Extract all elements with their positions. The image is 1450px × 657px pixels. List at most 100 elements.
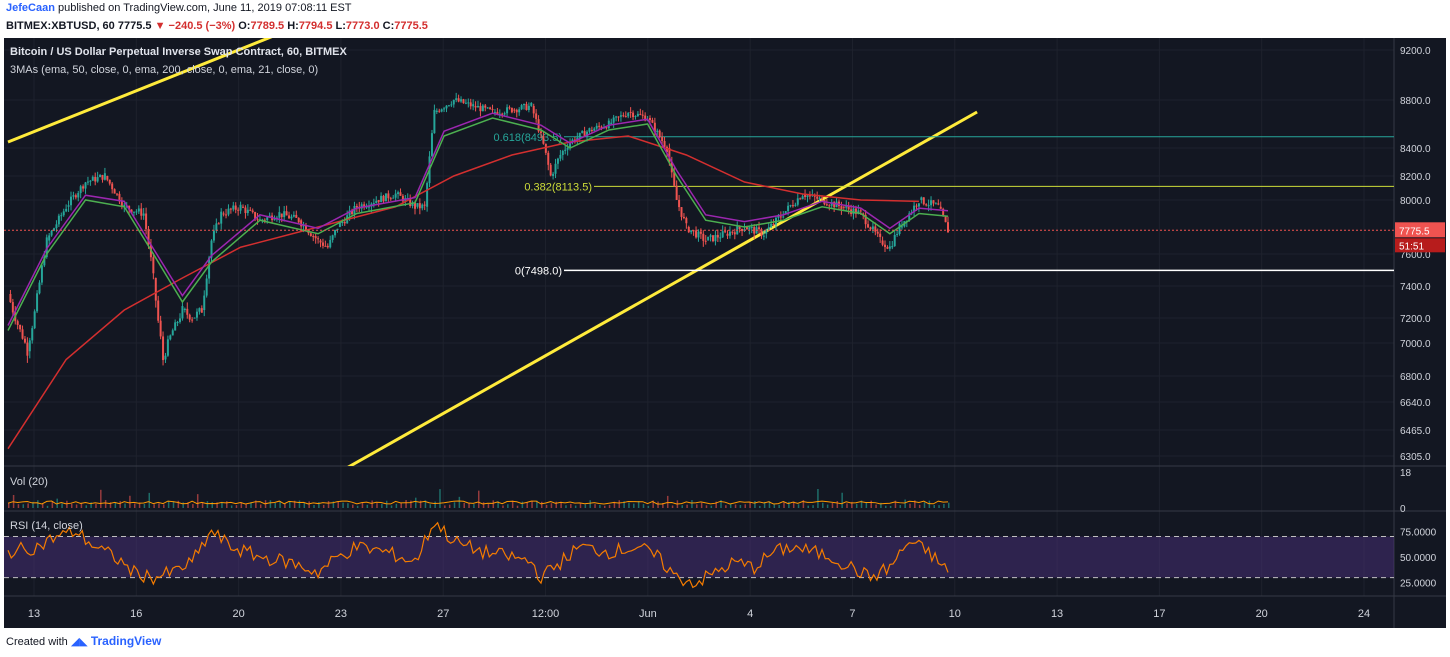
candle-body — [888, 246, 891, 249]
candle-body — [619, 115, 622, 117]
volume-bar — [308, 501, 310, 508]
candle-body — [663, 141, 666, 147]
volume-bar — [691, 500, 693, 508]
volume-bar — [410, 500, 412, 508]
candle-body — [132, 211, 135, 213]
candle-body — [169, 335, 172, 340]
candle-body — [220, 211, 223, 224]
candle-body — [731, 231, 734, 233]
candle-body — [215, 223, 218, 231]
candle-body — [484, 105, 487, 108]
candle-body — [639, 113, 642, 115]
price-chart[interactable]: 13 16 20 23 27 12:00 Jun 4 7 10 13 17 20 24 9200.0 8800… — [4, 38, 1446, 628]
candle-body — [833, 202, 836, 208]
candle-body — [72, 195, 75, 197]
chart-area[interactable]: 13 16 20 23 27 12:00 Jun 4 7 10 13 17 20 24 9200.0 8800… — [4, 38, 1446, 628]
volume-bar — [652, 500, 654, 508]
volume-bar — [172, 501, 175, 508]
volume-bar — [284, 503, 286, 508]
volume-bar — [46, 505, 49, 508]
candle-body — [772, 223, 775, 225]
volume-bar — [729, 503, 732, 508]
volume-bar — [759, 505, 761, 508]
candle-body — [641, 114, 644, 116]
volume-bar — [95, 503, 97, 508]
rsi-tick-label: 25.0000 — [1400, 579, 1437, 590]
candle-body — [678, 200, 681, 208]
candle-body — [942, 208, 945, 216]
volume-bar — [948, 502, 950, 508]
candle-body — [607, 120, 610, 129]
volume-bar — [133, 503, 136, 508]
candle-body — [493, 111, 496, 113]
volume-bar — [657, 501, 659, 508]
candle-body — [668, 148, 671, 163]
candle-body — [297, 217, 300, 223]
candle-body — [45, 237, 48, 258]
candle-body — [787, 205, 790, 212]
candle-body — [321, 242, 324, 246]
candle-body — [745, 227, 748, 230]
candle-body — [712, 235, 714, 242]
candle-body — [886, 247, 889, 249]
candle-body — [418, 203, 421, 209]
candle-body — [392, 197, 395, 199]
candle-body — [174, 322, 177, 331]
candle-body — [191, 319, 194, 321]
candle-body — [789, 205, 792, 207]
candle-body — [489, 107, 492, 110]
volume-bar — [66, 500, 68, 508]
candle-body — [426, 183, 429, 207]
candle-body — [535, 113, 538, 120]
candle-body — [397, 192, 400, 194]
volume-bar — [434, 501, 436, 508]
candle-body — [627, 113, 630, 117]
candle-body — [939, 206, 942, 209]
candle-body — [288, 215, 291, 219]
volume-bar — [545, 504, 548, 508]
volume-bar — [565, 505, 567, 508]
candle-body — [462, 99, 465, 104]
volume-bar — [211, 502, 214, 508]
candle-body — [859, 210, 862, 212]
volume-bar — [376, 503, 378, 508]
volume-bar — [230, 505, 233, 508]
volume-bar — [405, 500, 407, 508]
volume-bar — [860, 500, 863, 508]
volume-bar — [666, 495, 669, 508]
candle-body — [520, 105, 523, 110]
candle-body — [913, 205, 916, 213]
open-label: O: — [238, 20, 251, 32]
candle-body — [697, 231, 700, 238]
candle-body — [748, 227, 751, 230]
candle-body — [876, 231, 879, 234]
candle-body — [399, 192, 402, 196]
volume-bar — [797, 504, 800, 508]
author-link[interactable]: JefeCaan — [6, 2, 55, 14]
volume-bar — [671, 505, 674, 508]
candle-body — [583, 131, 586, 137]
volume-bar — [521, 501, 524, 508]
candle-body — [159, 320, 162, 337]
x-tick-label: 20 — [232, 608, 244, 620]
volume-bar — [22, 504, 25, 508]
candle-body — [183, 308, 186, 310]
volume-bar — [914, 500, 916, 508]
candle-body — [852, 208, 855, 215]
timer-badge-text: 51:51 — [1399, 241, 1424, 252]
tradingview-brand[interactable]: TradingView — [90, 634, 162, 648]
candle-body — [227, 208, 230, 215]
candle-body — [777, 216, 780, 218]
candle-body — [566, 147, 569, 150]
volume-bar — [594, 504, 596, 508]
volume-bar — [599, 504, 601, 508]
volume-bar — [492, 500, 495, 508]
candle-body — [372, 202, 375, 204]
candle-body — [343, 221, 346, 224]
candle-body — [455, 98, 458, 100]
candle-body — [930, 200, 933, 206]
candle-body — [523, 103, 526, 106]
volume-bar — [855, 503, 858, 508]
candle-body — [377, 200, 380, 203]
candle-body — [925, 204, 928, 206]
